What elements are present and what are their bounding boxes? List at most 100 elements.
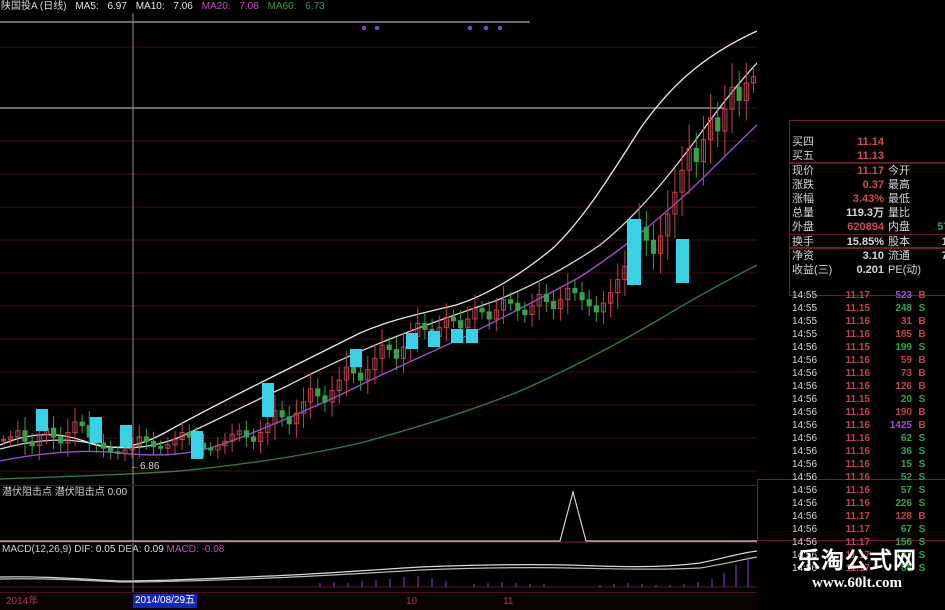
- quote-row: 收益(三) 0.201 PE(动)41.7: [790, 263, 945, 277]
- main-candlestick-chart[interactable]: ←6.86: [0, 13, 757, 485]
- quote-value: 3.43%: [852, 193, 884, 205]
- quote-value-2: 11.50: [920, 178, 945, 192]
- tick-price: 11.17: [845, 511, 870, 522]
- tick-time: 14:56: [792, 355, 818, 366]
- quote-label: 涨幅: [792, 193, 814, 205]
- quote-table: 买四 11.14 211 买五 11.13 370 现价 11.17 今开 10.82 涨跌 0.37…: [790, 135, 945, 277]
- tick-time: 14:56: [792, 420, 818, 431]
- tick-row[interactable]: 14:56 11.16 62 S5: [790, 432, 945, 445]
- macd-macd-value: -0.08: [201, 544, 225, 555]
- tick-row[interactable]: 14:55 11.15 248 S4: [790, 302, 945, 315]
- quote-value: 11.17: [857, 165, 884, 177]
- date-tick: 10: [406, 596, 418, 607]
- quote-label: 现价: [792, 165, 814, 177]
- tick-time: 14:56: [792, 433, 818, 444]
- tick-side: S: [918, 433, 926, 444]
- tick-count: 12: [936, 484, 945, 497]
- tick-time: 14:56: [792, 498, 818, 509]
- quote-value: 0.201: [856, 264, 884, 276]
- tick-count: 10: [936, 510, 945, 523]
- quote-label: 买五: [792, 150, 814, 162]
- tick-price: 11.16: [845, 368, 870, 379]
- macd-pane[interactable]: MACD(12,26,9) DIF: 0.05 DEA: 0.09 MACD: …: [0, 542, 757, 593]
- tick-volume: 15: [900, 459, 912, 470]
- quote-row: 买五 11.13 370: [790, 149, 945, 163]
- stock-name-label[interactable]: 陕国投A (日线): [1, 1, 67, 12]
- tick-volume: 199: [895, 342, 912, 353]
- tick-volume: 67: [900, 524, 912, 535]
- date-tick: 11: [503, 596, 514, 607]
- tick-row[interactable]: 14:56 11.16 59 B5: [790, 354, 945, 367]
- macd-legend: MACD(12,26,9) DIF: 0.05 DEA: 0.09 MACD: …: [2, 544, 224, 556]
- quote-label-2: 股本: [888, 236, 910, 248]
- tick-side: S: [918, 303, 926, 314]
- quote-row: 外盘 620894 内盘 572520: [790, 220, 945, 234]
- tick-row[interactable]: 14:56 11.16 126 B7: [790, 380, 945, 393]
- annotation-arrow-icon: ←: [130, 461, 140, 472]
- tick-row[interactable]: 14:56 11.16 57 S 12: [790, 484, 945, 497]
- tick-count: 5: [936, 432, 945, 445]
- tick-volume: 31: [900, 316, 912, 327]
- quote-value-2: 12.1亿: [941, 236, 945, 248]
- horizontal-trendlines: [0, 21, 724, 109]
- tick-row[interactable]: 14:56 11.17 128 B 10: [790, 510, 945, 523]
- tick-side: B: [918, 355, 926, 366]
- tick-list-table[interactable]: 14:5511.17523B2614:5511.15248S414:5511.1…: [790, 289, 945, 575]
- macd-dea-label: DEA:: [118, 544, 142, 555]
- tick-price: 11.15: [845, 342, 870, 353]
- tick-side: S: [918, 446, 926, 457]
- macd-macd-label: MACD:: [166, 544, 199, 555]
- tick-time: 14:55: [792, 290, 818, 301]
- tick-row[interactable]: 14:56 11.16 15 S3: [790, 458, 945, 471]
- annotation-price-value: 6.86: [140, 461, 160, 472]
- candlestick-canvas[interactable]: [0, 13, 757, 485]
- tick-count: 55: [936, 419, 945, 432]
- tick-row[interactable]: 14:55 11.17 523 B 26: [790, 289, 945, 302]
- tick-row[interactable]: 14:56 11.16 190 B 12: [790, 406, 945, 419]
- tick-time: 14:56: [792, 511, 818, 522]
- quote-panel[interactable]: 买四 11.14 211 买五 11.13 370 现价 11.17 今开 10.82 涨跌 0.37…: [757, 13, 945, 609]
- quote-row: 现价 11.17 今开 10.82: [790, 163, 945, 178]
- tick-row[interactable]: 14:56 11.15 199 S4: [790, 341, 945, 354]
- tick-row[interactable]: 14:55 11.16 31 B3: [790, 315, 945, 328]
- tick-side: S: [918, 342, 926, 353]
- tick-count: 3: [936, 393, 945, 406]
- tick-row[interactable]: 14:56 11.15 20 S3: [790, 393, 945, 406]
- tick-time: 14:56: [792, 459, 818, 470]
- tick-row[interactable]: 14:56 11.16 36 S5: [790, 445, 945, 458]
- tick-side: B: [918, 290, 926, 301]
- tick-row[interactable]: 14:55 11.16 185 B5: [790, 328, 945, 341]
- sub-indicator-pane[interactable]: 潜伏阻击点 潜伏阻击点 0.00: [0, 485, 757, 543]
- macd-canvas: [0, 543, 757, 593]
- tick-side: S: [918, 524, 926, 535]
- tick-volume: 226: [895, 498, 912, 509]
- date-axis[interactable]: 2014年 10 11 2014/08/29五: [0, 592, 757, 610]
- tick-row[interactable]: 14:56 11.17 67 S7: [790, 523, 945, 536]
- tick-count: 5: [936, 354, 945, 367]
- quote-value: 620894: [847, 221, 884, 233]
- quote-label-2: PE(动): [888, 264, 921, 276]
- tick-count: 7: [936, 380, 945, 393]
- tick-row[interactable]: 14:56 11.16 226 S 12: [790, 497, 945, 510]
- chart-title-bar: 陕国投A (日线) MA5: 6.97 MA10: 7.06 MA20: 7.0…: [0, 0, 945, 13]
- tick-price: 11.16: [845, 498, 870, 509]
- tick-row[interactable]: 14:56 11.16 73 B6: [790, 367, 945, 380]
- tick-row[interactable]: 14:56 11.16 52 S8: [790, 471, 945, 484]
- tick-volume: 1425: [889, 420, 912, 431]
- tick-volume: 156: [895, 537, 912, 548]
- ma60-label: MA60:: [267, 1, 297, 12]
- quote-label-2: 内盘: [888, 221, 910, 233]
- tick-time: 14:55: [792, 303, 818, 314]
- ma10-value: 7.06: [173, 1, 193, 12]
- tick-side: B: [918, 329, 926, 340]
- tick-volume: 62: [900, 433, 912, 444]
- quote-value-2: 41.7: [920, 263, 945, 277]
- tick-price: 11.17: [845, 290, 870, 301]
- tick-volume: 36: [900, 446, 912, 457]
- tick-row[interactable]: 14:56 11.16 1425 B 55: [790, 419, 945, 432]
- tick-volume: 73: [900, 368, 912, 379]
- tick-time: 14:56: [792, 394, 818, 405]
